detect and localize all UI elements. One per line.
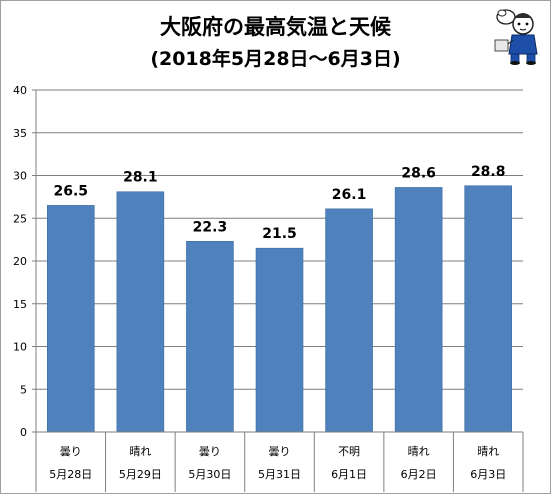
cartoon-mascot-icon <box>494 9 538 65</box>
chart-subtitle: (2018年5月28日～6月3日) <box>150 48 401 70</box>
chart-title: 大阪府の最高気温と天候 <box>160 15 391 39</box>
